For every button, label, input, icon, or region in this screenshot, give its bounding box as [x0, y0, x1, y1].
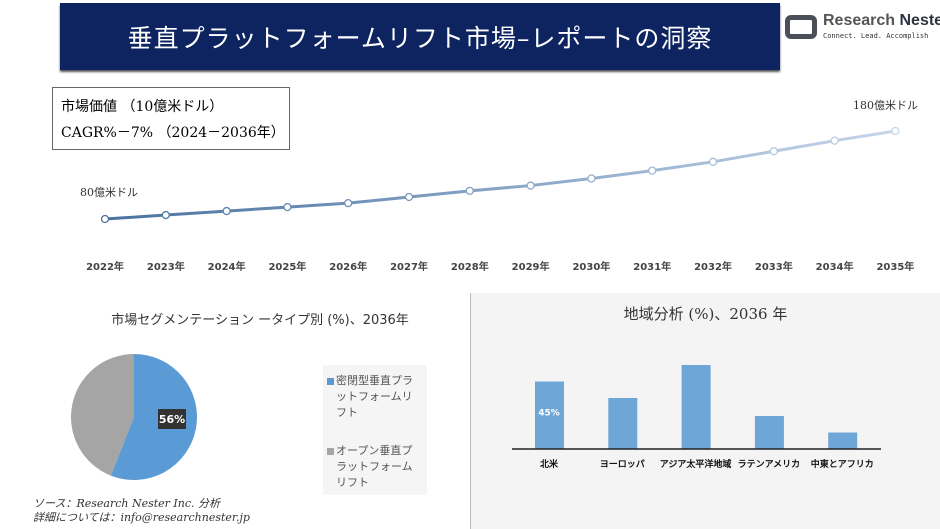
source-line: ソース：Research Nester Inc. 分析 — [33, 497, 221, 510]
bar-chart-title: 地域分析 (%)、2036 年 — [623, 305, 788, 323]
start-value-annotation: 80億米ドル — [80, 186, 138, 199]
x-tick-label: 2022年 — [86, 260, 124, 273]
bar — [828, 432, 858, 449]
logo-name-light: Research — [823, 12, 896, 29]
data-label: 56% — [159, 413, 185, 426]
data-point — [222, 206, 231, 216]
source-note: ソース：Research Nester Inc. 分析 詳細については：info… — [33, 497, 250, 525]
type-pie-chart: 56% — [70, 354, 197, 480]
data-point — [100, 214, 110, 224]
data-label-box — [158, 409, 186, 429]
data-point — [526, 181, 535, 190]
x-tick-label: 2032年 — [694, 260, 732, 273]
x-tick-label: 2034年 — [816, 260, 854, 273]
pie-slice — [110, 354, 197, 480]
market-line-chart: 2022年 2023年 2024年 2025年 2026年 2027年 2028年 2029年… — [80, 99, 918, 273]
legend-label: 密閉型垂直プラットフォームリフト — [336, 374, 413, 419]
cagr-label: CAGR%－7% （2024－2036年） — [61, 125, 285, 141]
market-info-box: 市場価値 （10億米ドル） CAGR%－7% （2024－2036年） — [52, 87, 290, 150]
x-tick-label: 2030年 — [572, 260, 610, 273]
title-banner: 垂直プラットフォームリフト市場–レポートの洞察 — [60, 3, 780, 70]
x-category-label: ラテンアメリカ — [738, 459, 801, 470]
data-point — [283, 202, 292, 212]
bar — [681, 365, 711, 449]
data-point — [708, 157, 718, 166]
logo-icon — [785, 15, 817, 39]
bar-data-label: 45% — [538, 409, 560, 419]
bar — [535, 381, 564, 449]
legend-swatch — [327, 378, 334, 385]
x-tick-label: 2024年 — [208, 260, 246, 273]
end-value-annotation: 180億米ドル — [853, 99, 918, 112]
data-point — [769, 147, 778, 156]
x-tick-label: 2026年 — [329, 260, 367, 273]
pie-legend: 密閉型垂直プラットフォームリフト オープン垂直プラットフォームリフト — [323, 365, 427, 495]
data-point — [648, 166, 657, 175]
data-point — [404, 192, 414, 202]
x-tick-label: 2029年 — [512, 260, 550, 273]
x-category-label: 中東とアフリカ — [811, 458, 874, 470]
x-tick-label: 2028年 — [451, 260, 489, 273]
x-tick-label: 2027年 — [390, 260, 428, 273]
pie-slice — [70, 354, 134, 476]
data-point — [465, 186, 474, 195]
market-value-label: 市場価値 （10億米ドル） — [61, 99, 224, 115]
data-point — [161, 210, 170, 220]
x-tick-label: 2035年 — [876, 260, 914, 273]
legend-item-enclosed: 密閉型垂直プラットフォームリフト — [327, 373, 423, 421]
logo-name-bold: Nester — [899, 12, 940, 29]
bar — [608, 398, 638, 449]
page-title: 垂直プラットフォームリフト市場–レポートの洞察 — [127, 23, 713, 53]
research-nester-logo: Research Nester Connect. Lead. Accomplis… — [783, 12, 940, 46]
contact-line: 詳細については：info@researchnester.jp — [33, 511, 250, 524]
bar — [754, 416, 784, 449]
x-tick-label: 2025年 — [268, 260, 306, 273]
data-point — [344, 199, 353, 208]
x-category-label: 北米 — [540, 458, 559, 470]
legend-swatch — [327, 448, 334, 455]
pie-chart-title: 市場セグメンテーション ータイプ別 (%)、2036年 — [111, 313, 409, 328]
x-tick-label: 2033年 — [755, 260, 793, 273]
x-category-label: ヨーロッパ — [600, 458, 645, 470]
data-point — [830, 136, 839, 145]
logo-tagline: Connect. Lead. Accomplish — [823, 32, 929, 40]
x-tick-label: 2031年 — [633, 260, 671, 273]
series-line — [104, 129, 896, 221]
x-tick-label: 2023年 — [147, 260, 185, 273]
legend-label: オープン垂直プラットフォームリフト — [336, 444, 413, 489]
legend-item-open: オープン垂直プラットフォームリフト — [327, 443, 423, 491]
regional-bar-chart-panel: 地域分析 (%)、2036 年 45% 北米 ヨーロッパ アジア太平洋地域 ラテンアメリ… — [470, 293, 940, 529]
x-category-label: アジア太平洋地域 — [660, 458, 732, 470]
data-point — [891, 126, 900, 136]
regional-bar-chart: 45% 北米 ヨーロッパ アジア太平洋地域 ラテンアメリカ 中東とアフリカ — [512, 365, 881, 470]
data-point — [587, 174, 596, 183]
